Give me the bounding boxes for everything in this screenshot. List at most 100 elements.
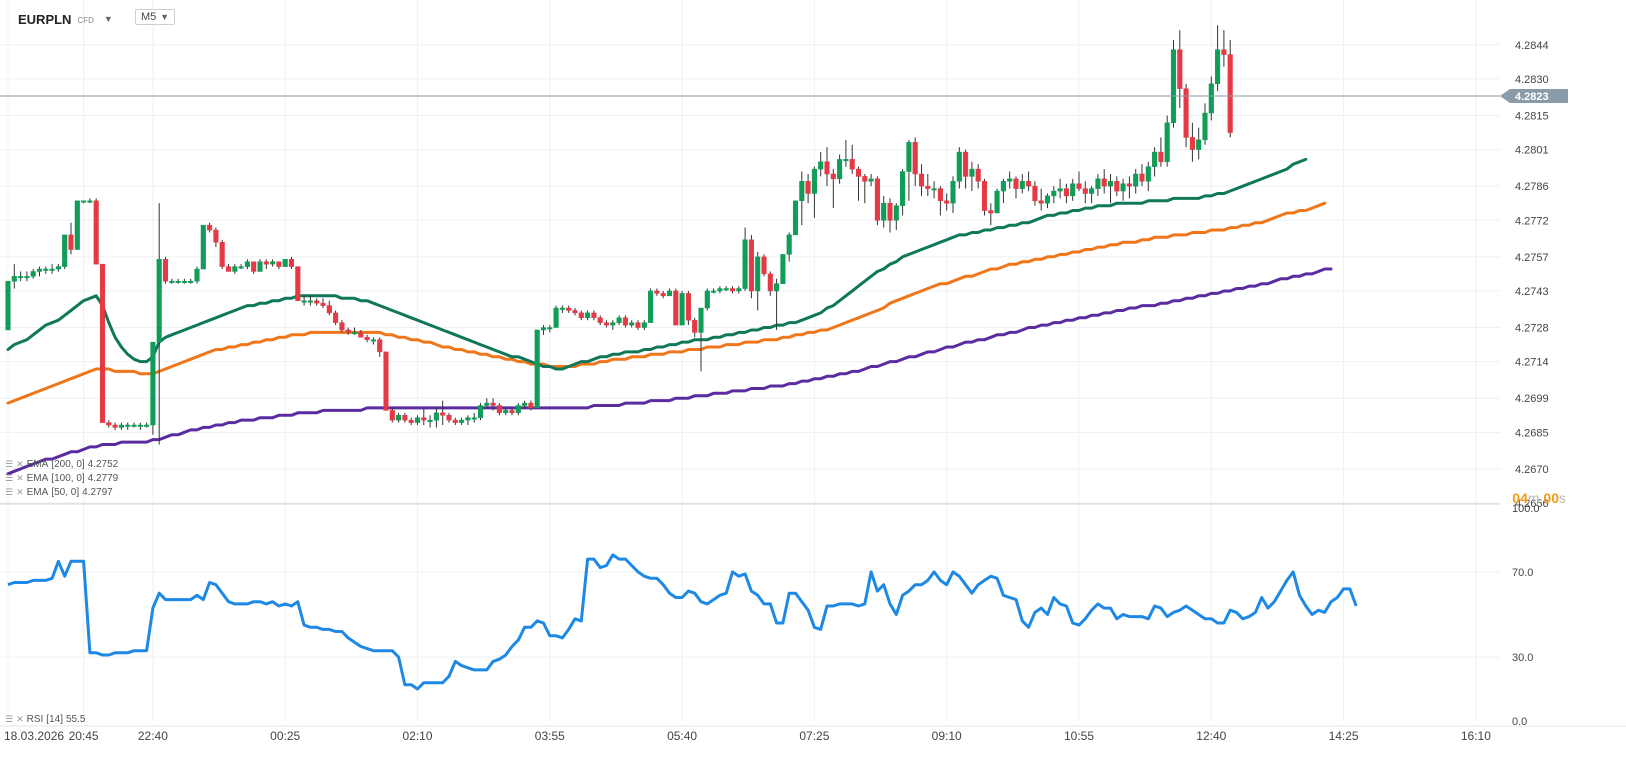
- candle-body: [704, 290, 710, 309]
- candle-body: [49, 268, 55, 271]
- candle-body: [585, 312, 591, 319]
- candle-body: [112, 424, 118, 428]
- chevron-down-icon[interactable]: ▼: [103, 14, 113, 24]
- settings-icon[interactable]: ☰: [5, 459, 14, 469]
- candle-body: [1038, 200, 1044, 204]
- candle-body: [238, 266, 244, 269]
- candle-body: [24, 276, 30, 279]
- legend-ema-200[interactable]: ☰ ✕ EMA [200, 0] 4.2752: [5, 459, 118, 470]
- symbol-selector[interactable]: EURPLN CFD ▼: [18, 10, 113, 28]
- candle-body: [969, 168, 975, 177]
- candle-body: [597, 317, 603, 323]
- settings-icon[interactable]: ☰: [5, 714, 14, 724]
- legend-ema-50[interactable]: ☰ ✕ EMA [50, 0] 4.2797: [5, 487, 113, 498]
- candle-body: [446, 415, 452, 421]
- candle-body: [389, 410, 395, 421]
- candle-body: [755, 256, 761, 292]
- candle-body: [490, 402, 496, 406]
- candle-body: [925, 185, 931, 189]
- candle-body: [232, 266, 238, 272]
- candle-body: [345, 329, 351, 333]
- candle-body: [477, 405, 484, 418]
- candle-body: [244, 261, 250, 267]
- candle-body: [1170, 49, 1177, 124]
- candle-body: [81, 200, 87, 203]
- candle-body: [648, 290, 654, 323]
- candle-body: [496, 405, 502, 414]
- ema-100-path: [6, 201, 1327, 405]
- candle-body: [421, 417, 427, 421]
- settings-icon[interactable]: ☰: [5, 473, 14, 483]
- candle-body: [1120, 183, 1126, 192]
- candle-body: [509, 410, 515, 414]
- candle-body: [1101, 178, 1107, 187]
- candle-body: [1019, 181, 1025, 189]
- candle-body: [307, 300, 313, 303]
- candle-body: [427, 419, 433, 422]
- candle-body: [635, 322, 641, 328]
- candle-body: [1095, 178, 1101, 189]
- time-tick-label: 14:25: [1329, 729, 1359, 743]
- close-icon[interactable]: ✕: [16, 487, 24, 497]
- candle-body: [729, 288, 736, 292]
- candle-body: [74, 200, 80, 250]
- candle-body: [736, 288, 742, 292]
- candle-body: [692, 319, 698, 333]
- close-icon[interactable]: ✕: [16, 473, 24, 483]
- candle-body: [610, 322, 616, 326]
- candle-body: [263, 261, 269, 265]
- legend-ema-100[interactable]: ☰ ✕ EMA [100, 0] 4.2779: [5, 473, 118, 484]
- timeframe-selector[interactable]: M5 ▼: [135, 9, 175, 25]
- candle-body: [396, 415, 402, 421]
- time-tick-label: 22:40: [138, 729, 168, 743]
- candle-body: [276, 261, 282, 267]
- candle-body: [93, 200, 99, 265]
- time-tick-label: 07:25: [799, 729, 829, 743]
- candle-body: [1032, 185, 1038, 202]
- legend-rsi[interactable]: ☰ ✕ RSI [14] 55.5: [5, 714, 85, 725]
- candle-body: [1057, 188, 1063, 192]
- ema-50-path: [6, 157, 1308, 371]
- candle-body: [673, 290, 679, 326]
- candle-body: [534, 329, 540, 409]
- candle-body: [799, 181, 805, 202]
- candle-body: [364, 337, 370, 340]
- candle-body: [213, 229, 219, 243]
- candle-body: [402, 415, 408, 421]
- candle-body: [1126, 183, 1132, 187]
- candle-body: [11, 276, 17, 282]
- rsi-tick-label: 70.0: [1512, 567, 1533, 579]
- price-axis[interactable]: 4.2844 4.2830 4.2815 4.2801 4.2786 4.2772 4.27…: [1515, 40, 1549, 510]
- candle-body: [906, 142, 912, 172]
- candle-body: [383, 351, 389, 411]
- candle-series: [5, 25, 1233, 445]
- candle-body: [761, 256, 767, 275]
- candle-body: [748, 239, 754, 292]
- price-tick-label: 4.2830: [1515, 74, 1549, 86]
- candle-body: [717, 288, 723, 292]
- candle-body: [931, 188, 937, 191]
- settings-icon[interactable]: ☰: [5, 487, 14, 497]
- candle-body: [358, 332, 364, 338]
- close-icon[interactable]: ✕: [16, 714, 24, 724]
- candle-body: [912, 142, 918, 175]
- candle-body: [767, 273, 773, 292]
- candle-body: [251, 261, 257, 272]
- price-tick-label: 4.2714: [1515, 357, 1549, 369]
- candle-body: [981, 181, 988, 211]
- ema-50-line: [6, 157, 1308, 371]
- time-tick-label: 10:55: [1064, 729, 1094, 743]
- legend-label: EMA: [26, 459, 49, 470]
- candle-body: [125, 424, 131, 427]
- candle-body: [893, 205, 899, 221]
- price-tick-label: 4.2757: [1515, 252, 1549, 264]
- candle-body: [900, 171, 906, 206]
- rsi-tick-label: 30.0: [1512, 652, 1533, 664]
- candle-body: [855, 168, 862, 177]
- candle-body: [862, 176, 868, 182]
- candle-body: [944, 200, 950, 204]
- price-tick-label: 4.2685: [1515, 427, 1549, 439]
- close-icon[interactable]: ✕: [16, 459, 24, 469]
- time-axis[interactable]: 18.03.2026 20:45 22:40 00:25 02:10 03:55 05:40…: [4, 729, 1491, 743]
